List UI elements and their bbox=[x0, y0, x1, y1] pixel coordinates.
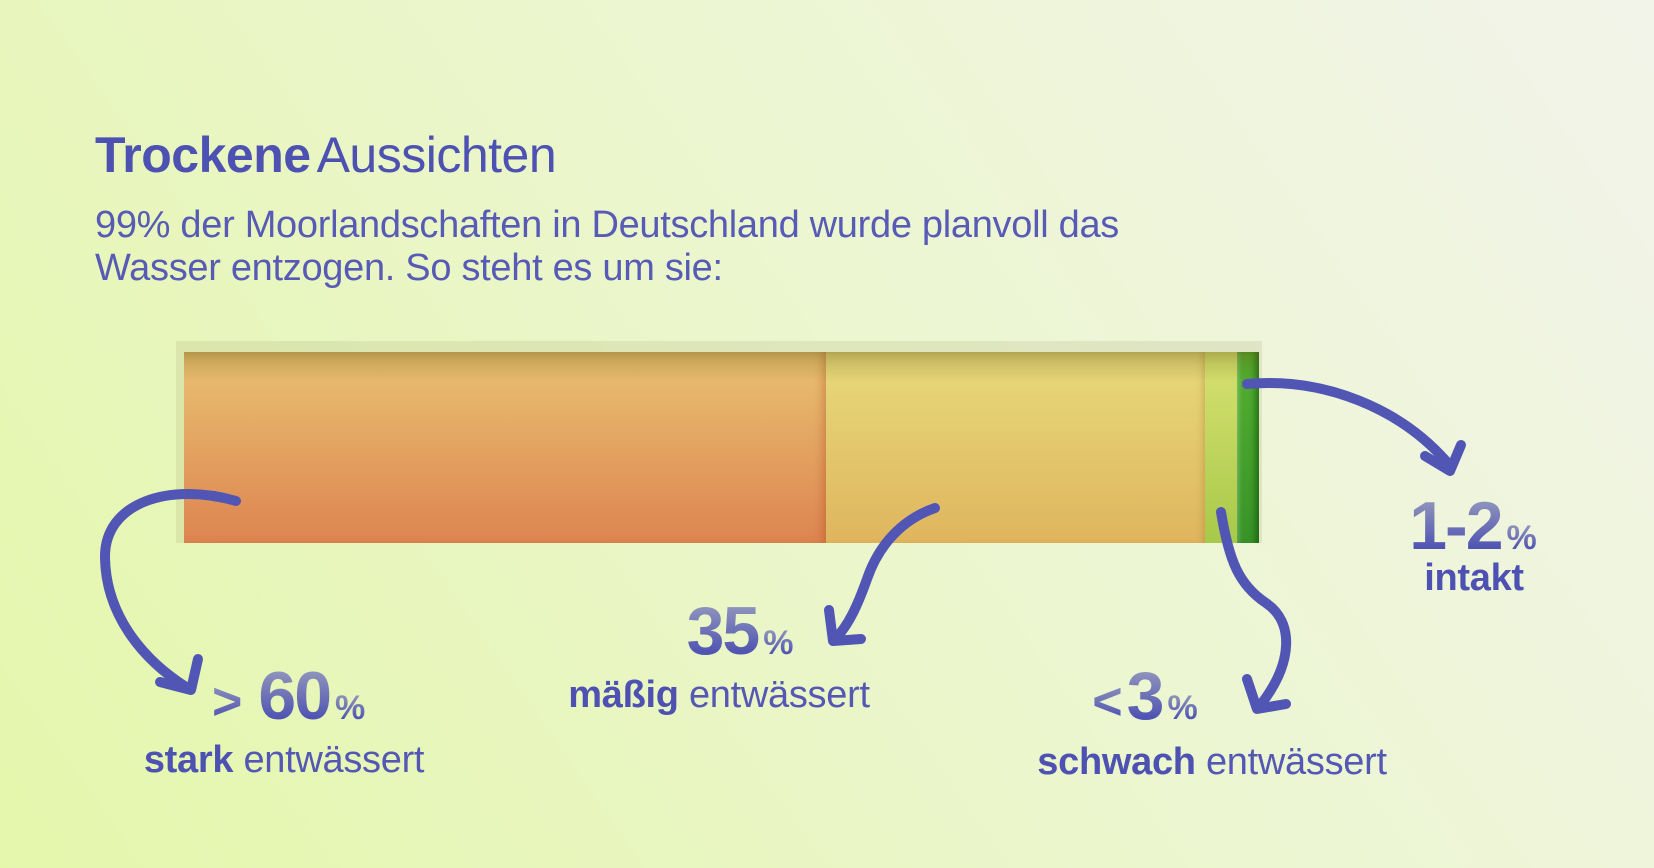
callout-maessig-number: 35 bbox=[686, 593, 761, 669]
subtitle-line-1: 99% der Moorlandschaften in Deutschland … bbox=[95, 204, 1120, 246]
callout-schwach-label: schwach entwässert bbox=[1037, 741, 1387, 783]
bar-segment-maessig-entwaessert bbox=[825, 352, 1206, 543]
title-bold-word: Trockene bbox=[95, 126, 311, 183]
callout-schwach-prefix: < bbox=[1092, 673, 1123, 731]
page-title: Trockene Aussichten bbox=[95, 126, 557, 183]
bar-segment-stark-entwaessert bbox=[184, 352, 826, 543]
callout-stark-unit: % bbox=[335, 689, 366, 727]
callout-maessig-unit: % bbox=[763, 624, 794, 662]
callout-intakt-value: 1-2 % bbox=[1409, 492, 1537, 560]
callout-stark-label: stark entwässert bbox=[143, 739, 425, 781]
callout-schwach-unit: % bbox=[1167, 689, 1198, 727]
callout-schwach-value: < 3 % bbox=[1092, 662, 1197, 730]
callout-intakt-number: 1-2 bbox=[1409, 488, 1503, 564]
bar-segment-schwach-entwaessert bbox=[1205, 352, 1238, 543]
arrow-intakt-icon bbox=[1242, 378, 1466, 476]
callout-intakt-unit: % bbox=[1506, 519, 1537, 557]
callout-maessig-label: mäßig entwässert bbox=[568, 674, 870, 716]
subtitle: 99% der Moorlandschaften in Deutschland … bbox=[95, 204, 1119, 290]
callout-stark-value: > 60 % bbox=[212, 662, 365, 730]
callout-intakt-label: intakt bbox=[1424, 557, 1524, 599]
stacked-bar bbox=[184, 352, 1259, 543]
title-regular-word: Aussichten bbox=[316, 126, 557, 183]
callout-stark-prefix: > bbox=[212, 673, 243, 731]
callout-maessig-value: 35 % bbox=[687, 597, 794, 665]
subtitle-line-2: Wasser entzogen. So steht es um sie: bbox=[95, 246, 723, 289]
bar-segment-intakt bbox=[1237, 352, 1259, 543]
callout-schwach-number: 3 bbox=[1126, 658, 1165, 734]
callout-stark-number: 60 bbox=[258, 658, 332, 734]
